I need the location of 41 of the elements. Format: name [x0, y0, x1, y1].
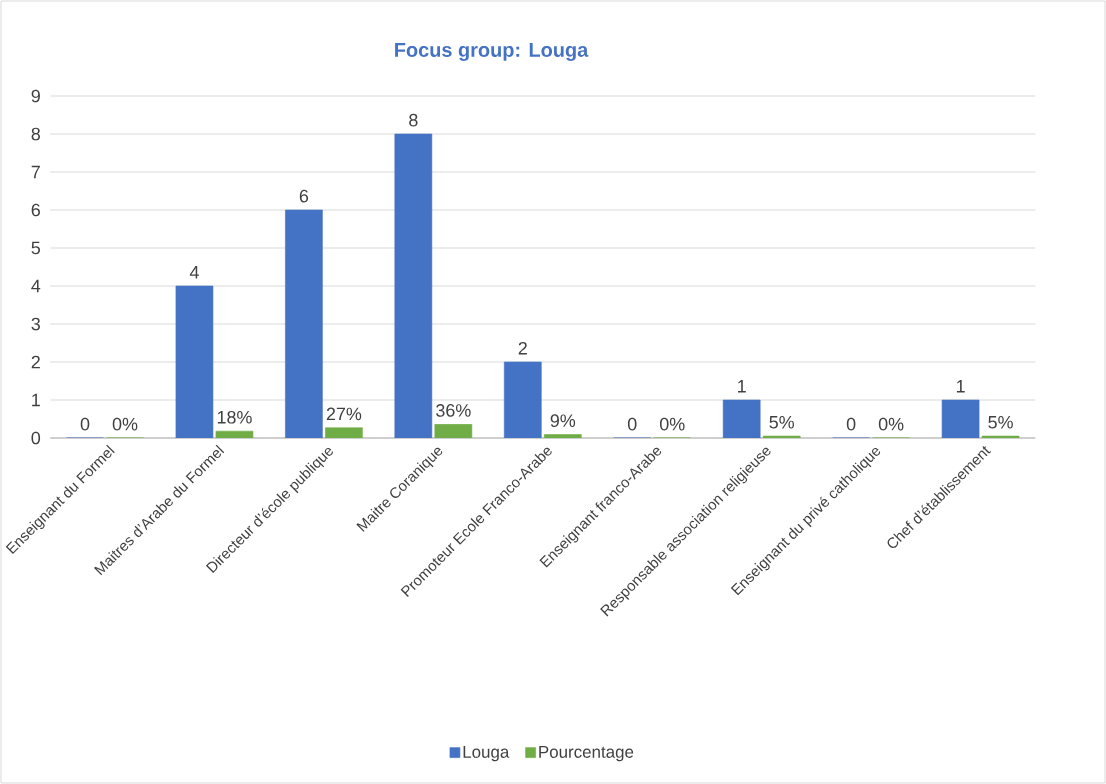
data-label: 5% [769, 415, 794, 429]
bar [175, 285, 214, 438]
data-label: 1 [738, 380, 746, 393]
bar [285, 209, 323, 438]
y-tick-label: 9 [31, 89, 40, 103]
bar [722, 399, 761, 438]
data-label: 9% [550, 414, 576, 428]
data-label: 8 [409, 113, 418, 127]
data-label: 0 [846, 417, 856, 431]
data-label: 36% [436, 404, 471, 417]
bar [394, 133, 433, 438]
bar [434, 424, 473, 438]
bar [325, 427, 363, 438]
bar [543, 434, 582, 438]
data-label: 0% [659, 417, 685, 431]
chart-title: Focus group: Louga [395, 43, 589, 61]
y-tick-label: 1 [32, 393, 40, 407]
y-tick-label: 8 [31, 127, 40, 141]
data-label: 0% [112, 417, 138, 431]
y-tick-label: 3 [31, 317, 40, 331]
bar [941, 399, 980, 438]
data-label: 27% [326, 407, 362, 421]
data-label: 18% [217, 410, 252, 424]
legend-label: Pourcentage [539, 746, 634, 762]
data-label: 1 [956, 380, 965, 393]
y-tick-label: 7 [31, 165, 40, 179]
bar [503, 361, 542, 438]
data-label: 5% [988, 415, 1013, 429]
data-label: 2 [518, 341, 527, 355]
data-label: 6 [299, 189, 309, 203]
y-tick-label: 4 [31, 279, 41, 293]
y-tick-label: 6 [31, 203, 40, 217]
y-tick-label: 5 [31, 241, 41, 255]
data-label: 4 [189, 266, 199, 279]
data-label: 0% [878, 417, 904, 431]
y-tick-label: 2 [31, 355, 40, 369]
data-label: 0 [627, 417, 637, 431]
y-tick-label: 0 [31, 431, 41, 445]
data-label: 0 [80, 417, 90, 431]
bar [215, 430, 254, 438]
legend-label: Louga [463, 746, 510, 762]
